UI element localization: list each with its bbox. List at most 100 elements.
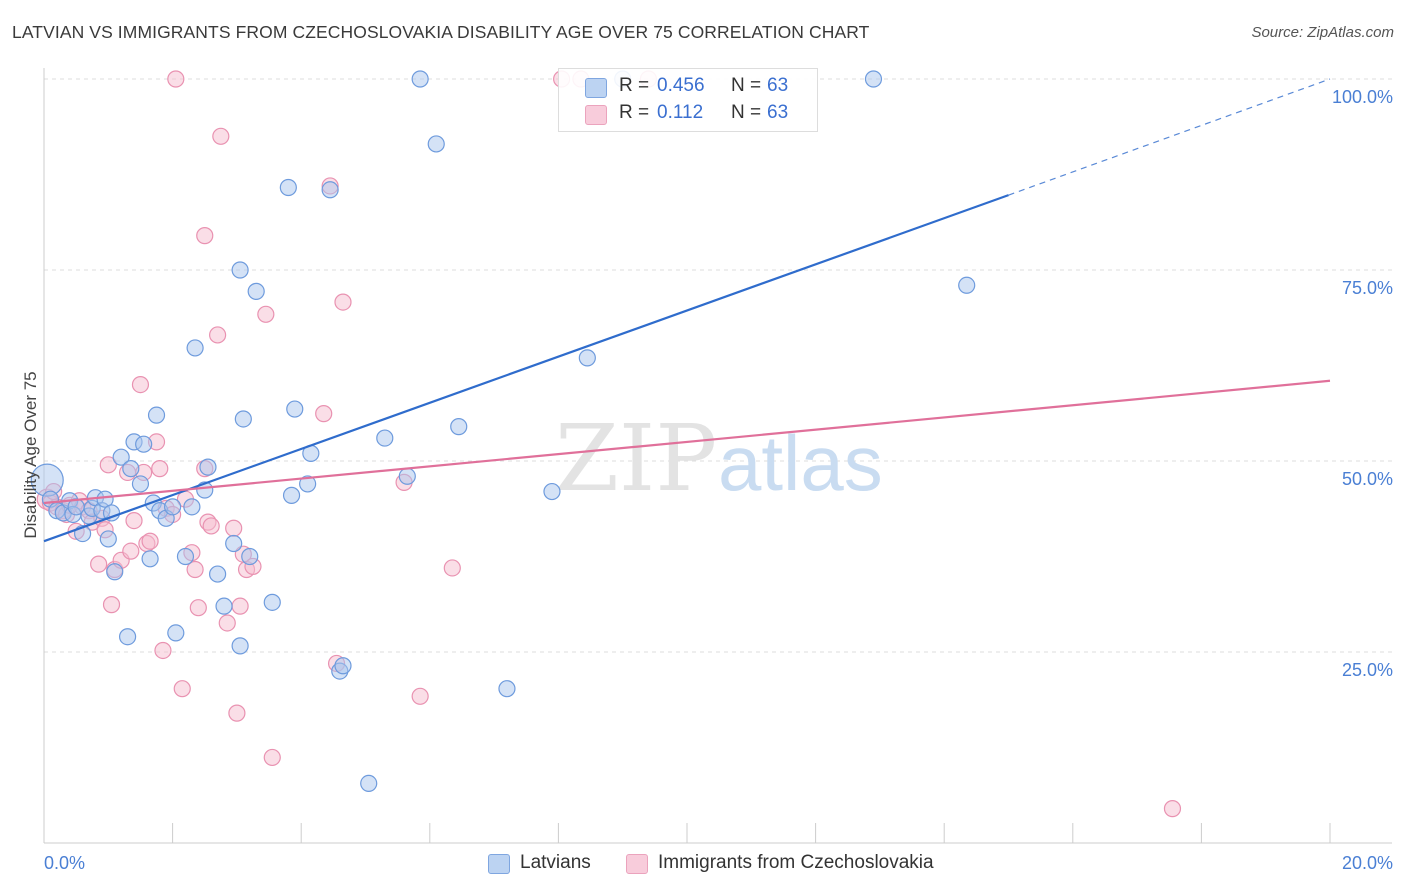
watermark-atlas: atlas xyxy=(718,419,883,507)
czechoslovakia-point xyxy=(151,460,169,478)
latvians-point xyxy=(234,410,252,428)
series-legend: Latvians Immigrants from Czechoslovakia xyxy=(0,852,1406,878)
y-tick-label: 100.0% xyxy=(1332,87,1393,107)
latvians-point xyxy=(102,504,121,522)
czechoslovakia-point xyxy=(443,559,461,577)
czechoslovakia-point xyxy=(90,555,108,573)
latvians-point xyxy=(131,475,150,493)
latvians-point xyxy=(147,406,166,424)
czechoslovakia-point xyxy=(131,376,150,394)
czechoslovakia-point xyxy=(125,511,143,530)
czechoslovakia-point xyxy=(202,517,220,535)
watermark-zip: ZIP xyxy=(555,405,717,512)
czechoslovakia-point xyxy=(231,597,249,615)
tick-labels: 25.0% 50.0% 75.0% 100.0% 0.0% 20.0% xyxy=(44,87,1393,873)
latvians-point xyxy=(231,637,249,655)
latvians-point xyxy=(958,276,976,294)
n-label: N = xyxy=(731,102,762,123)
y-tick-label: 75.0% xyxy=(1342,278,1393,298)
y-tick-label: 50.0% xyxy=(1342,469,1393,489)
latvians-point xyxy=(112,448,130,466)
y-tick-label: 25.0% xyxy=(1342,660,1393,680)
legend-swatch-pink xyxy=(585,105,607,125)
latvians-point xyxy=(398,467,416,485)
czechoslovakia-point xyxy=(186,560,204,579)
x-tick-label-min: 0.0% xyxy=(44,853,85,873)
latvians-point xyxy=(135,435,153,453)
czechoslovakia-point xyxy=(315,405,333,423)
latvians-point xyxy=(334,657,352,675)
latvians-trend-line xyxy=(43,194,1009,543)
legend-label-latvians: Latvians xyxy=(520,852,591,873)
latvians-point xyxy=(225,534,243,553)
czechoslovakia-point xyxy=(411,687,429,705)
czechoslovakia-point xyxy=(209,326,227,344)
latvians-point xyxy=(118,628,137,646)
czechoslovakia-point xyxy=(141,532,159,550)
latvians-point xyxy=(376,429,394,447)
czechoslovakia-point xyxy=(228,704,246,722)
czechoslovakia-point xyxy=(122,542,140,560)
r-label: R = xyxy=(619,75,650,96)
latvians-point xyxy=(282,486,301,504)
latvians-point xyxy=(450,418,468,436)
latvians-point xyxy=(176,547,195,566)
latvians-point xyxy=(543,482,561,501)
trend-lines xyxy=(43,78,1331,543)
latvians-point xyxy=(99,530,117,548)
source-label: Source: ZipAtlas.com xyxy=(1251,24,1394,41)
czechoslovakia-point xyxy=(218,614,236,632)
y-axis-label: Disability Age Over 75 xyxy=(21,371,40,539)
latvians-point xyxy=(167,624,185,642)
x-tick-label-max: 20.0% xyxy=(1342,853,1393,873)
latvians-point xyxy=(279,178,297,197)
legend-label-czechoslovakia: Immigrants from Czechoslovakia xyxy=(658,852,934,873)
n-value: 63 xyxy=(767,102,789,123)
latvians-trend-extension xyxy=(1008,78,1331,196)
latvians-point xyxy=(241,547,259,566)
czechoslovakia-point xyxy=(196,227,214,245)
latvians-point xyxy=(864,70,883,88)
latvians-point xyxy=(106,563,124,581)
czechoslovakia-point xyxy=(167,70,185,88)
axis-layer xyxy=(43,68,1392,844)
latvians-point xyxy=(321,181,339,199)
legend-swatch-blue xyxy=(488,854,510,874)
latvians-point xyxy=(199,458,217,476)
r-label: R = xyxy=(619,102,650,123)
legend-swatch-pink xyxy=(626,854,648,874)
czechoslovakia-point xyxy=(1163,800,1182,818)
latvians-point xyxy=(231,261,249,279)
czechoslovakia-point xyxy=(102,596,121,614)
chart-title: LATVIAN VS IMMIGRANTS FROM CZECHOSLOVAKI… xyxy=(12,22,870,42)
czechoslovakia-trend-line xyxy=(43,379,1331,505)
latvians-point xyxy=(427,135,445,153)
latvians-point xyxy=(360,774,378,793)
czechoslovakia-point xyxy=(173,680,191,698)
latvians-point xyxy=(186,339,204,357)
czechoslovakia-point xyxy=(263,748,281,767)
latvians-point xyxy=(122,460,140,478)
latvians-point xyxy=(209,565,227,583)
czechoslovakia-point xyxy=(257,305,275,323)
latvians-point xyxy=(164,498,182,516)
czechoslovakia-point xyxy=(189,599,207,617)
latvians-point xyxy=(215,597,233,615)
latvians-point xyxy=(286,400,304,418)
latvians-point xyxy=(299,475,317,493)
n-label: N = xyxy=(731,75,762,96)
latvians-point xyxy=(411,70,429,88)
latvians-point xyxy=(247,282,265,300)
legend-swatch-blue xyxy=(585,78,607,98)
latvians-point xyxy=(498,680,516,698)
czechoslovakia-point xyxy=(212,127,230,145)
watermark: ZIP atlas xyxy=(555,405,883,512)
latvians-point xyxy=(578,349,596,367)
czechoslovakia-point xyxy=(99,456,117,474)
latvians-point xyxy=(183,498,201,516)
latvians-point xyxy=(141,550,159,568)
czechoslovakia-point xyxy=(225,519,243,537)
n-value: 63 xyxy=(767,75,789,96)
czechoslovakia-point xyxy=(154,641,172,660)
stats-legend: R = 0.456 N = 63 R = 0.112 N = 63 xyxy=(558,68,818,132)
